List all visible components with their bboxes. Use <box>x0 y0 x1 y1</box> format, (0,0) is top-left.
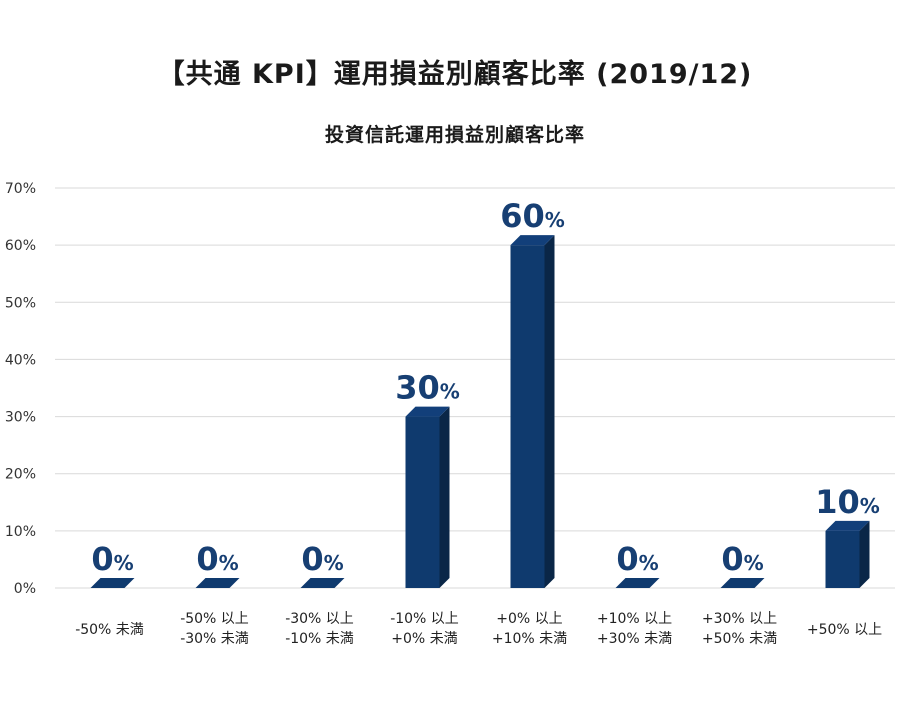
y-tick-label: 20% <box>5 467 36 483</box>
data-label-unit: % <box>324 551 344 575</box>
bar-side <box>859 520 870 588</box>
data-label-unit: % <box>860 494 880 518</box>
bar <box>825 530 860 588</box>
y-tick-label: 50% <box>5 295 36 311</box>
x-tick-label: +0% 未満 <box>391 631 457 647</box>
y-tick-label: 10% <box>5 524 36 540</box>
data-label: 0% <box>91 540 133 578</box>
x-tick-label: +0% 以上 <box>496 611 562 627</box>
x-tick-label: -10% 未満 <box>285 631 354 647</box>
y-tick-label: 70% <box>5 181 36 197</box>
x-tick-label: +30% 以上 <box>702 611 777 627</box>
data-label-value: 10 <box>815 483 860 521</box>
data-label-unit: % <box>744 551 764 575</box>
x-tick-label: -10% 以上 <box>390 611 459 627</box>
data-label-unit: % <box>639 551 659 575</box>
data-label-unit: % <box>545 208 565 232</box>
data-label-value: 30 <box>395 369 440 407</box>
bar <box>195 578 240 588</box>
x-tick-label: -30% 未満 <box>180 631 249 647</box>
data-label: 10% <box>815 483 880 521</box>
data-label-value: 0 <box>721 540 743 578</box>
data-label-value: 0 <box>616 540 638 578</box>
bar-top <box>405 406 450 417</box>
x-tick-label: -50% 未満 <box>75 622 144 638</box>
x-tick-label: +30% 未満 <box>597 631 672 647</box>
data-label: 0% <box>616 540 658 578</box>
x-tick-label: +50% 以上 <box>807 622 882 638</box>
x-tick-label: +10% 未満 <box>492 631 567 647</box>
y-tick-label: 40% <box>5 352 36 368</box>
y-tick-label: 60% <box>5 238 36 254</box>
data-label: 60% <box>500 197 565 235</box>
data-label-value: 0 <box>91 540 113 578</box>
y-tick-label: 0% <box>14 581 36 597</box>
x-tick-label: +10% 以上 <box>597 611 672 627</box>
bar <box>405 416 440 588</box>
data-label: 0% <box>721 540 763 578</box>
bar <box>510 245 545 588</box>
bar <box>615 578 660 588</box>
bar-side <box>544 235 555 588</box>
bar <box>300 578 345 588</box>
chart-subtitle: 投資信託運用損益別顧客比率 <box>324 124 585 146</box>
data-label: 30% <box>395 369 460 407</box>
data-label-value: 0 <box>196 540 218 578</box>
data-label-unit: % <box>219 551 239 575</box>
bar-side <box>439 406 450 588</box>
data-label: 0% <box>301 540 343 578</box>
data-label-value: 60 <box>500 197 545 235</box>
data-label-value: 0 <box>301 540 323 578</box>
x-tick-label: +50% 未満 <box>702 631 777 647</box>
data-label-unit: % <box>440 380 460 404</box>
chart-title: 【共通 KPI】運用損益別顧客比率 (2019/12) <box>157 59 753 90</box>
x-tick-label: -30% 以上 <box>285 611 354 627</box>
data-label: 0% <box>196 540 238 578</box>
bar-top <box>825 520 870 531</box>
x-tick-label: -50% 以上 <box>180 611 249 627</box>
bar <box>720 578 765 588</box>
bar-top <box>510 235 555 246</box>
data-label-unit: % <box>114 551 134 575</box>
y-tick-label: 30% <box>5 410 36 426</box>
bar <box>90 578 135 588</box>
